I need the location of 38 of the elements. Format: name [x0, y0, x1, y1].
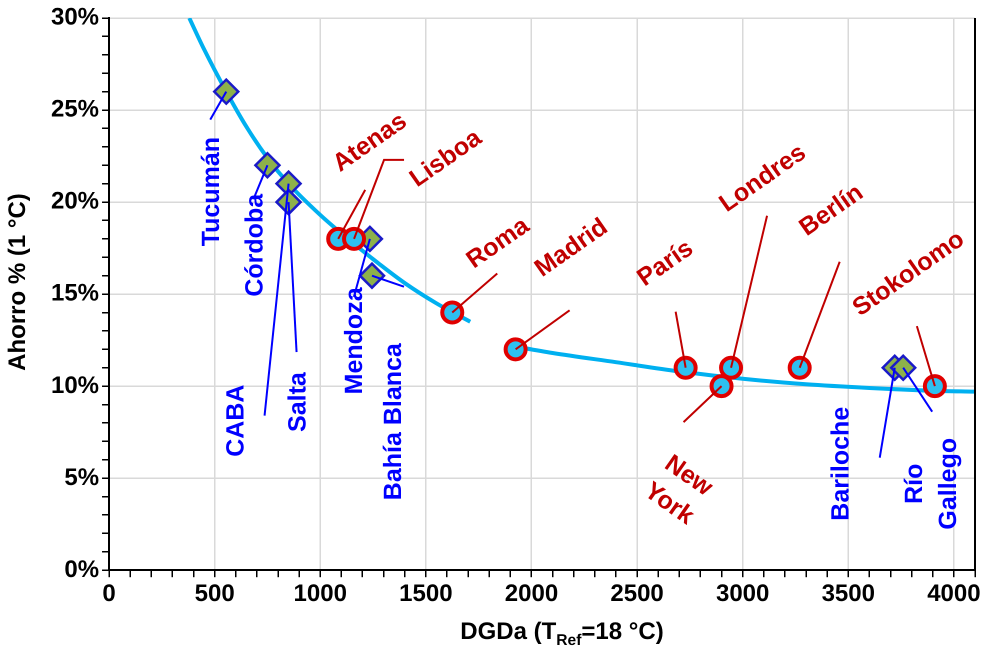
x-tick-label: 3500 — [822, 580, 875, 608]
x-tick-label: 500 — [194, 580, 235, 608]
x-tick-label: 4000 — [927, 580, 981, 608]
x-tick-label: 1500 — [399, 580, 453, 608]
point — [788, 356, 812, 380]
annotation: Río Gallego — [900, 438, 962, 530]
y-axis-title: Ahorro % (1 °C) — [4, 192, 32, 373]
point — [922, 374, 947, 398]
annotation: CABA — [221, 384, 250, 457]
y-tick-label: 15% — [50, 280, 100, 307]
annotation: Bahía Blanca — [378, 342, 407, 500]
x-axis-title: DGDa (T$_{Ref}$=18 °C) — [459, 618, 665, 650]
annotation: Salta — [283, 371, 312, 432]
point — [254, 152, 281, 179]
y-tick-label: 30% — [50, 4, 100, 31]
point — [719, 356, 744, 380]
point — [213, 78, 240, 105]
x-tick-label: 2500 — [610, 580, 664, 608]
annotation: Mendoza — [340, 286, 368, 394]
x-tick-label: 2000 — [504, 580, 558, 608]
point — [890, 354, 916, 381]
y-tick-label: 5% — [64, 464, 100, 491]
y-tick-label: 20% — [50, 188, 100, 215]
annotation: Tucumán — [197, 136, 226, 246]
y-tick-label: 10% — [50, 372, 100, 399]
y-tick-label: 0% — [64, 556, 100, 583]
point — [440, 300, 464, 325]
point — [342, 226, 366, 251]
point — [358, 262, 386, 289]
x-tick-label: 1000 — [294, 580, 347, 608]
point — [710, 374, 734, 398]
point — [504, 337, 528, 362]
annotation: Bariloche — [826, 406, 855, 521]
annotation: Córdoba — [240, 192, 268, 297]
x-tick-label: 0 — [102, 580, 116, 608]
point — [674, 356, 698, 380]
y-tick-label: 25% — [50, 96, 100, 123]
x-tick-label: 3000 — [716, 580, 770, 608]
